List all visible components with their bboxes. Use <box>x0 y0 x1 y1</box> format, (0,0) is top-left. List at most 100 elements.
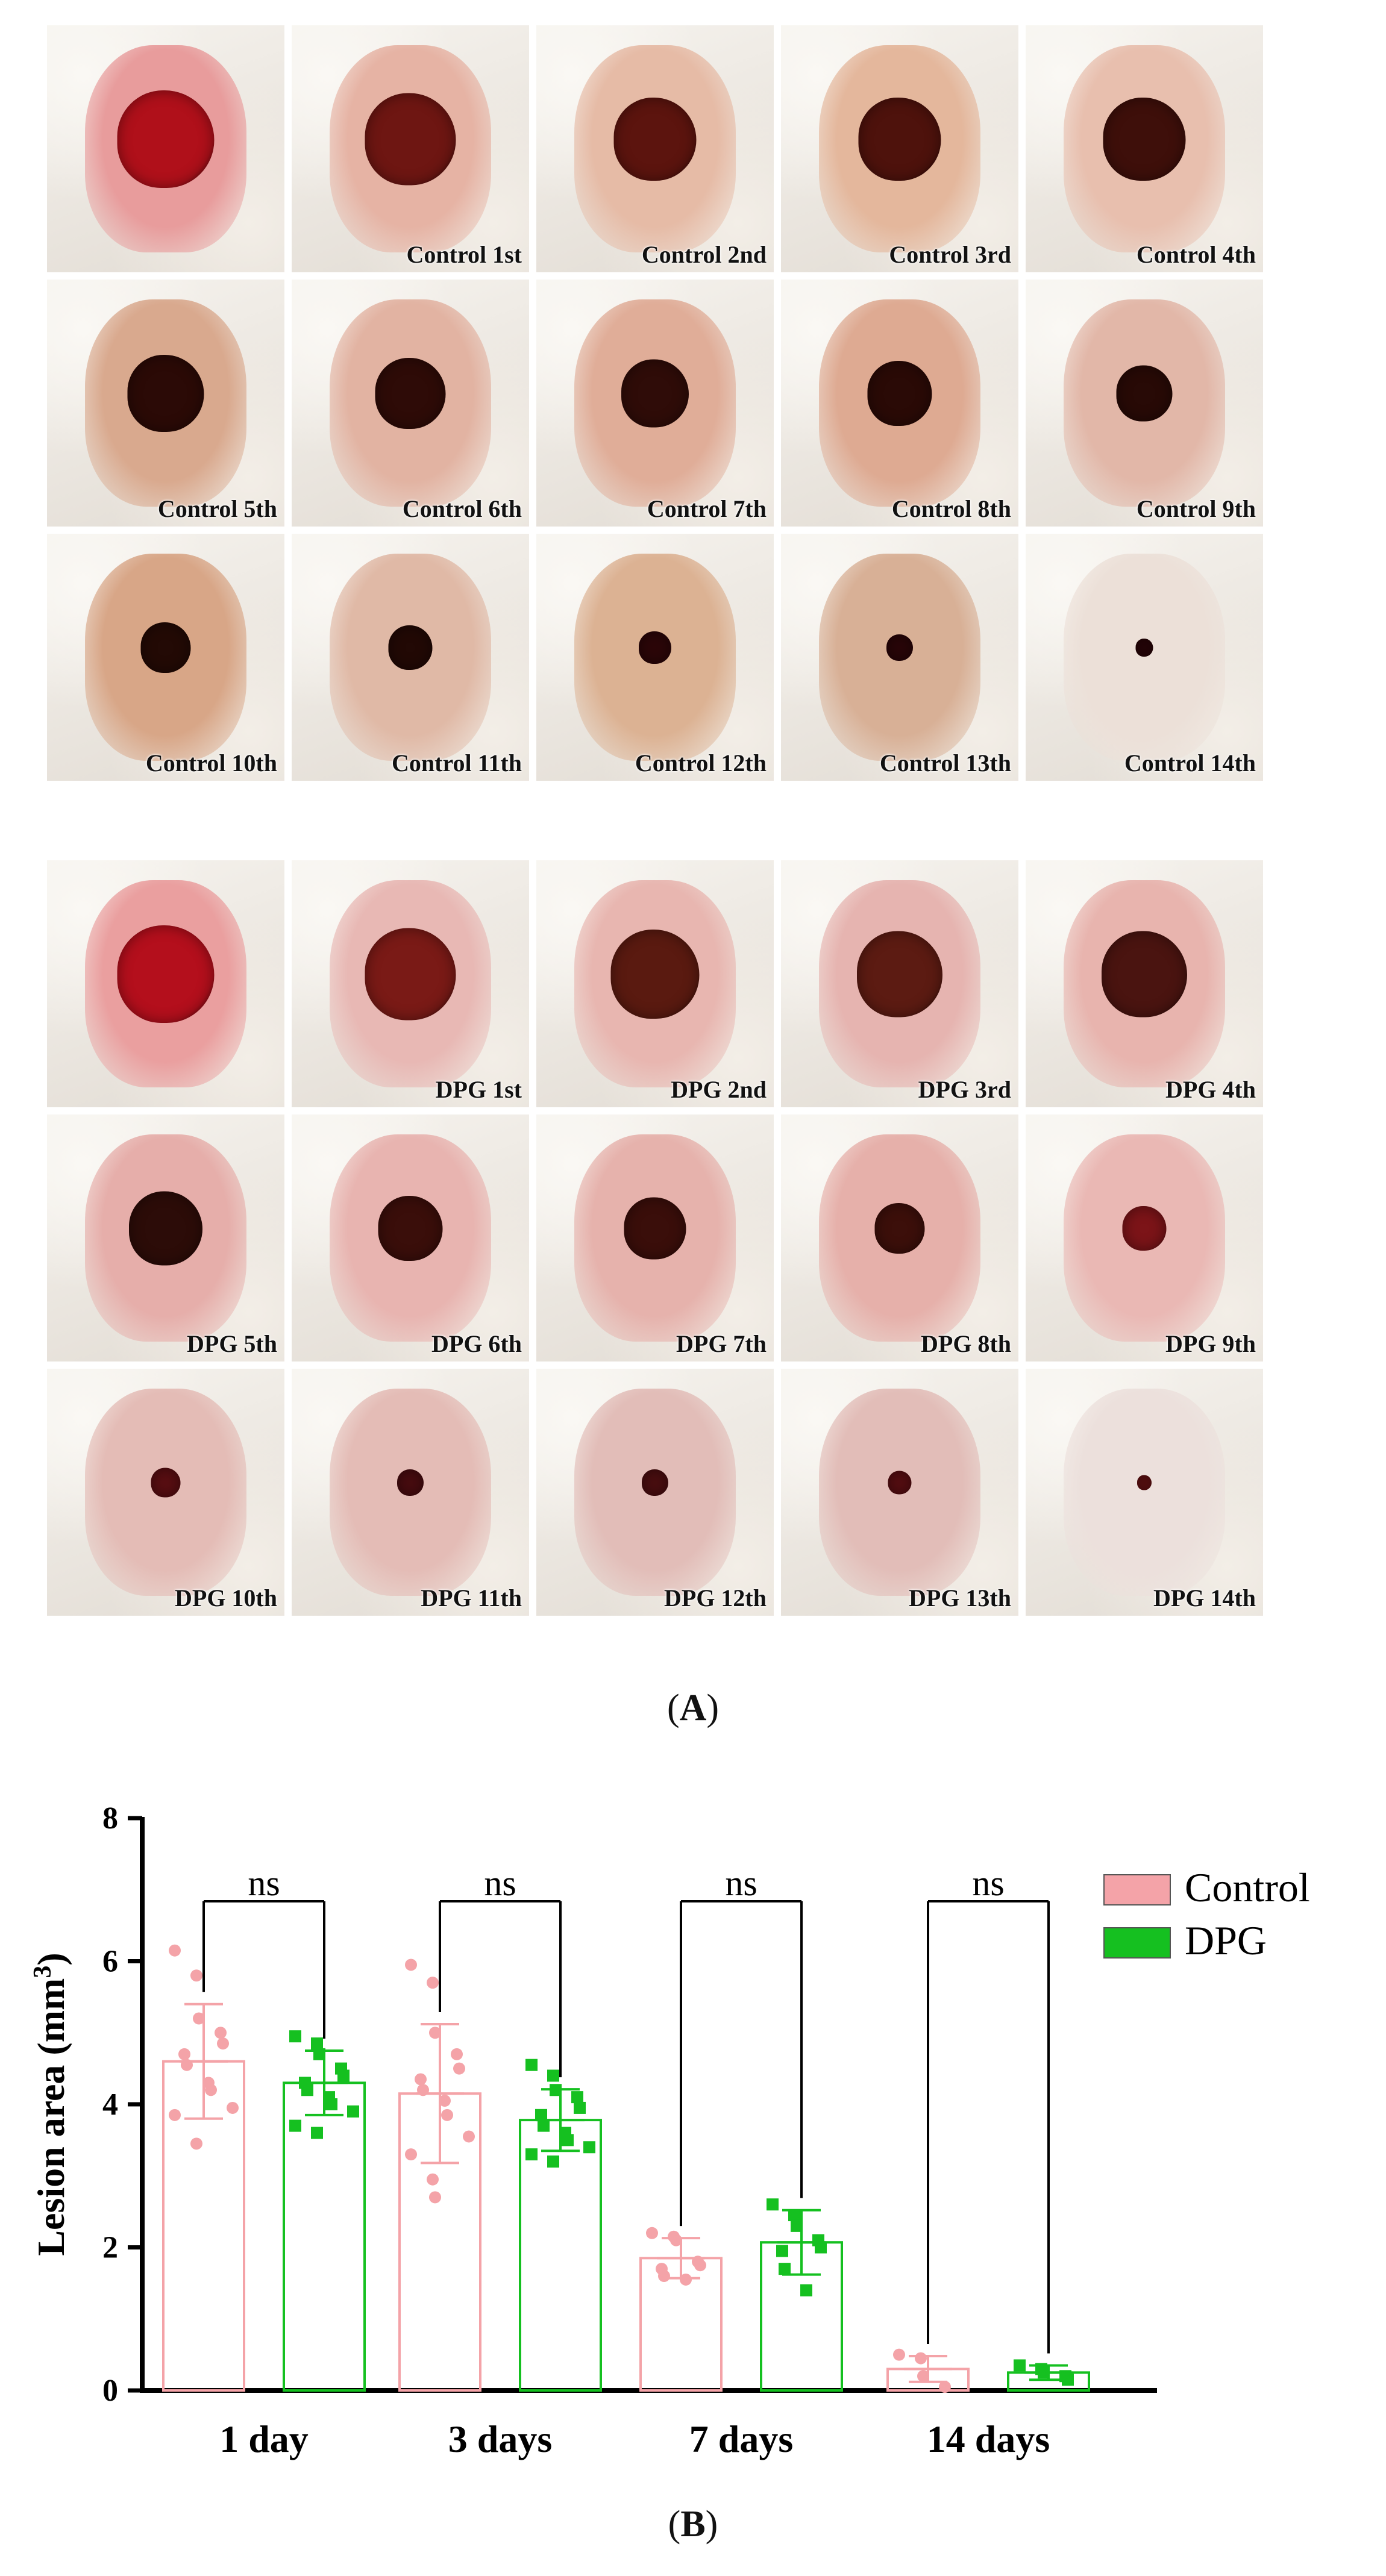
data-point-dpg <box>538 2119 550 2132</box>
y-tick-label: 6 <box>102 1945 118 1979</box>
data-point-control <box>169 2109 181 2121</box>
photo-caption: Control 14th <box>1124 749 1256 777</box>
data-point-control <box>670 2234 682 2246</box>
data-point-control <box>694 2259 706 2272</box>
data-point-control <box>190 1969 202 1982</box>
data-point-dpg <box>289 2119 301 2132</box>
control-photo-6: Control 6th <box>292 280 529 527</box>
wound-lesion <box>888 1471 912 1495</box>
data-point-dpg <box>776 2245 788 2257</box>
wound-lesion <box>388 625 433 670</box>
photo-caption: DPG 9th <box>1165 1330 1256 1357</box>
shaved-skin <box>1064 553 1225 761</box>
wound-lesion <box>129 1191 202 1266</box>
y-tick-label: 4 <box>102 2087 118 2122</box>
significance-label: ns <box>972 1863 1004 1903</box>
data-point-control <box>217 2037 229 2050</box>
dpg-photo-10: DPG 10th <box>47 1369 284 1616</box>
photo-caption: DPG 11th <box>421 1584 522 1612</box>
data-point-dpg <box>337 2069 350 2082</box>
x-tick-label: 14 days <box>927 2418 1050 2460</box>
wound-lesion <box>378 1195 443 1261</box>
photo-caption: DPG 3rd <box>918 1076 1011 1103</box>
data-point-control <box>427 1977 439 1989</box>
dpg-photo-6: DPG 6th <box>292 1114 529 1361</box>
control-photo-10: Control 10th <box>47 534 284 781</box>
dpg-photo-7: DPG 7th <box>536 1114 774 1361</box>
dpg-photo-grid: DPG 1st DPG 2nd DPG 3rd DPG 4th DPG 5th DPG 6… <box>47 860 1263 1616</box>
wound-lesion <box>1102 931 1187 1018</box>
data-point-dpg <box>1062 2374 1074 2386</box>
control-photo-4: Control 4th <box>1026 25 1263 272</box>
data-point-dpg <box>767 2198 779 2211</box>
photo-caption: Control 11th <box>392 749 522 777</box>
lesion-area-chart: 0 2 4 6 8 Lesion area (mm3) ns 1 day ns 3 days ns 7… <box>29 1801 1310 2460</box>
x-tick-label: 7 days <box>689 2418 794 2460</box>
wound-lesion <box>867 360 932 426</box>
photo-caption: Control 12th <box>635 749 767 777</box>
data-point-dpg <box>571 2091 583 2104</box>
data-point-control <box>915 2352 927 2365</box>
photo-caption: Control 6th <box>402 495 522 522</box>
data-point-dpg <box>325 2098 337 2110</box>
data-point-control <box>917 2370 929 2383</box>
data-point-control <box>205 2084 217 2096</box>
wound-lesion <box>621 359 689 428</box>
photo-caption: Control 7th <box>647 495 767 522</box>
dpg-photo-8: DPG 8th <box>781 1114 1018 1361</box>
data-point-dpg <box>311 2127 323 2139</box>
bar-dpg <box>519 2119 602 2392</box>
data-point-control <box>405 1959 417 1971</box>
data-point-control <box>658 2270 670 2282</box>
data-point-dpg <box>311 2037 323 2050</box>
data-point-dpg <box>525 2148 538 2161</box>
photo-caption: DPG 13th <box>909 1584 1011 1612</box>
data-point-control <box>451 2048 463 2060</box>
data-point-dpg <box>547 2069 559 2082</box>
wound-lesion <box>1135 638 1153 657</box>
photo-caption: DPG 14th <box>1153 1584 1256 1612</box>
data-point-control <box>441 2109 453 2121</box>
data-point-dpg <box>788 2209 800 2222</box>
panel-a-label: (A) <box>666 1687 720 1728</box>
data-point-control <box>939 2381 951 2393</box>
photo-caption: Control 3rd <box>889 241 1011 268</box>
control-photo-grid: Control 1st Control 2nd Control 3rd Control… <box>47 25 1263 781</box>
data-point-control <box>429 2191 441 2204</box>
shaved-skin <box>1064 1388 1225 1596</box>
dpg-photo-9: DPG 9th <box>1026 1114 1263 1361</box>
photo-caption: Control 2nd <box>641 241 767 268</box>
wound-lesion <box>1103 97 1186 181</box>
wound-lesion <box>375 357 446 429</box>
control-photo-12: Control 12th <box>536 534 774 781</box>
wound-lesion <box>857 931 942 1018</box>
control-photo-1: Control 1st <box>292 25 529 272</box>
data-point-control <box>427 2173 439 2186</box>
control-photo-2: Control 2nd <box>536 25 774 272</box>
data-point-dpg <box>800 2284 812 2296</box>
significance-label: ns <box>484 1863 516 1903</box>
data-point-dpg <box>535 2109 547 2121</box>
control-photo-5: Control 5th <box>47 280 284 527</box>
control-photo-9: Control 9th <box>1026 280 1263 527</box>
wound-lesion <box>117 90 215 188</box>
wound-lesion <box>639 631 671 664</box>
wound-lesion <box>610 929 700 1019</box>
legend-swatch-dpg <box>1103 1927 1171 1959</box>
photo-caption: DPG 5th <box>187 1330 277 1357</box>
data-point-control <box>215 2027 227 2039</box>
photo-caption: Control 10th <box>145 749 277 777</box>
dpg-photo-3: DPG 3rd <box>781 860 1018 1107</box>
data-point-dpg <box>583 2141 595 2154</box>
data-point-control <box>463 2130 475 2143</box>
photo-caption: DPG 6th <box>431 1330 522 1357</box>
data-point-dpg <box>550 2084 562 2096</box>
x-tick-label: 1 day <box>219 2418 309 2460</box>
photo-caption: DPG 2nd <box>671 1076 767 1103</box>
wound-lesion <box>1137 1475 1152 1490</box>
significance-label: ns <box>248 1863 280 1903</box>
significance-label: ns <box>725 1863 757 1903</box>
data-point-control <box>680 2273 692 2286</box>
data-point-control <box>893 2348 905 2361</box>
photo-caption: DPG 1st <box>435 1076 522 1103</box>
